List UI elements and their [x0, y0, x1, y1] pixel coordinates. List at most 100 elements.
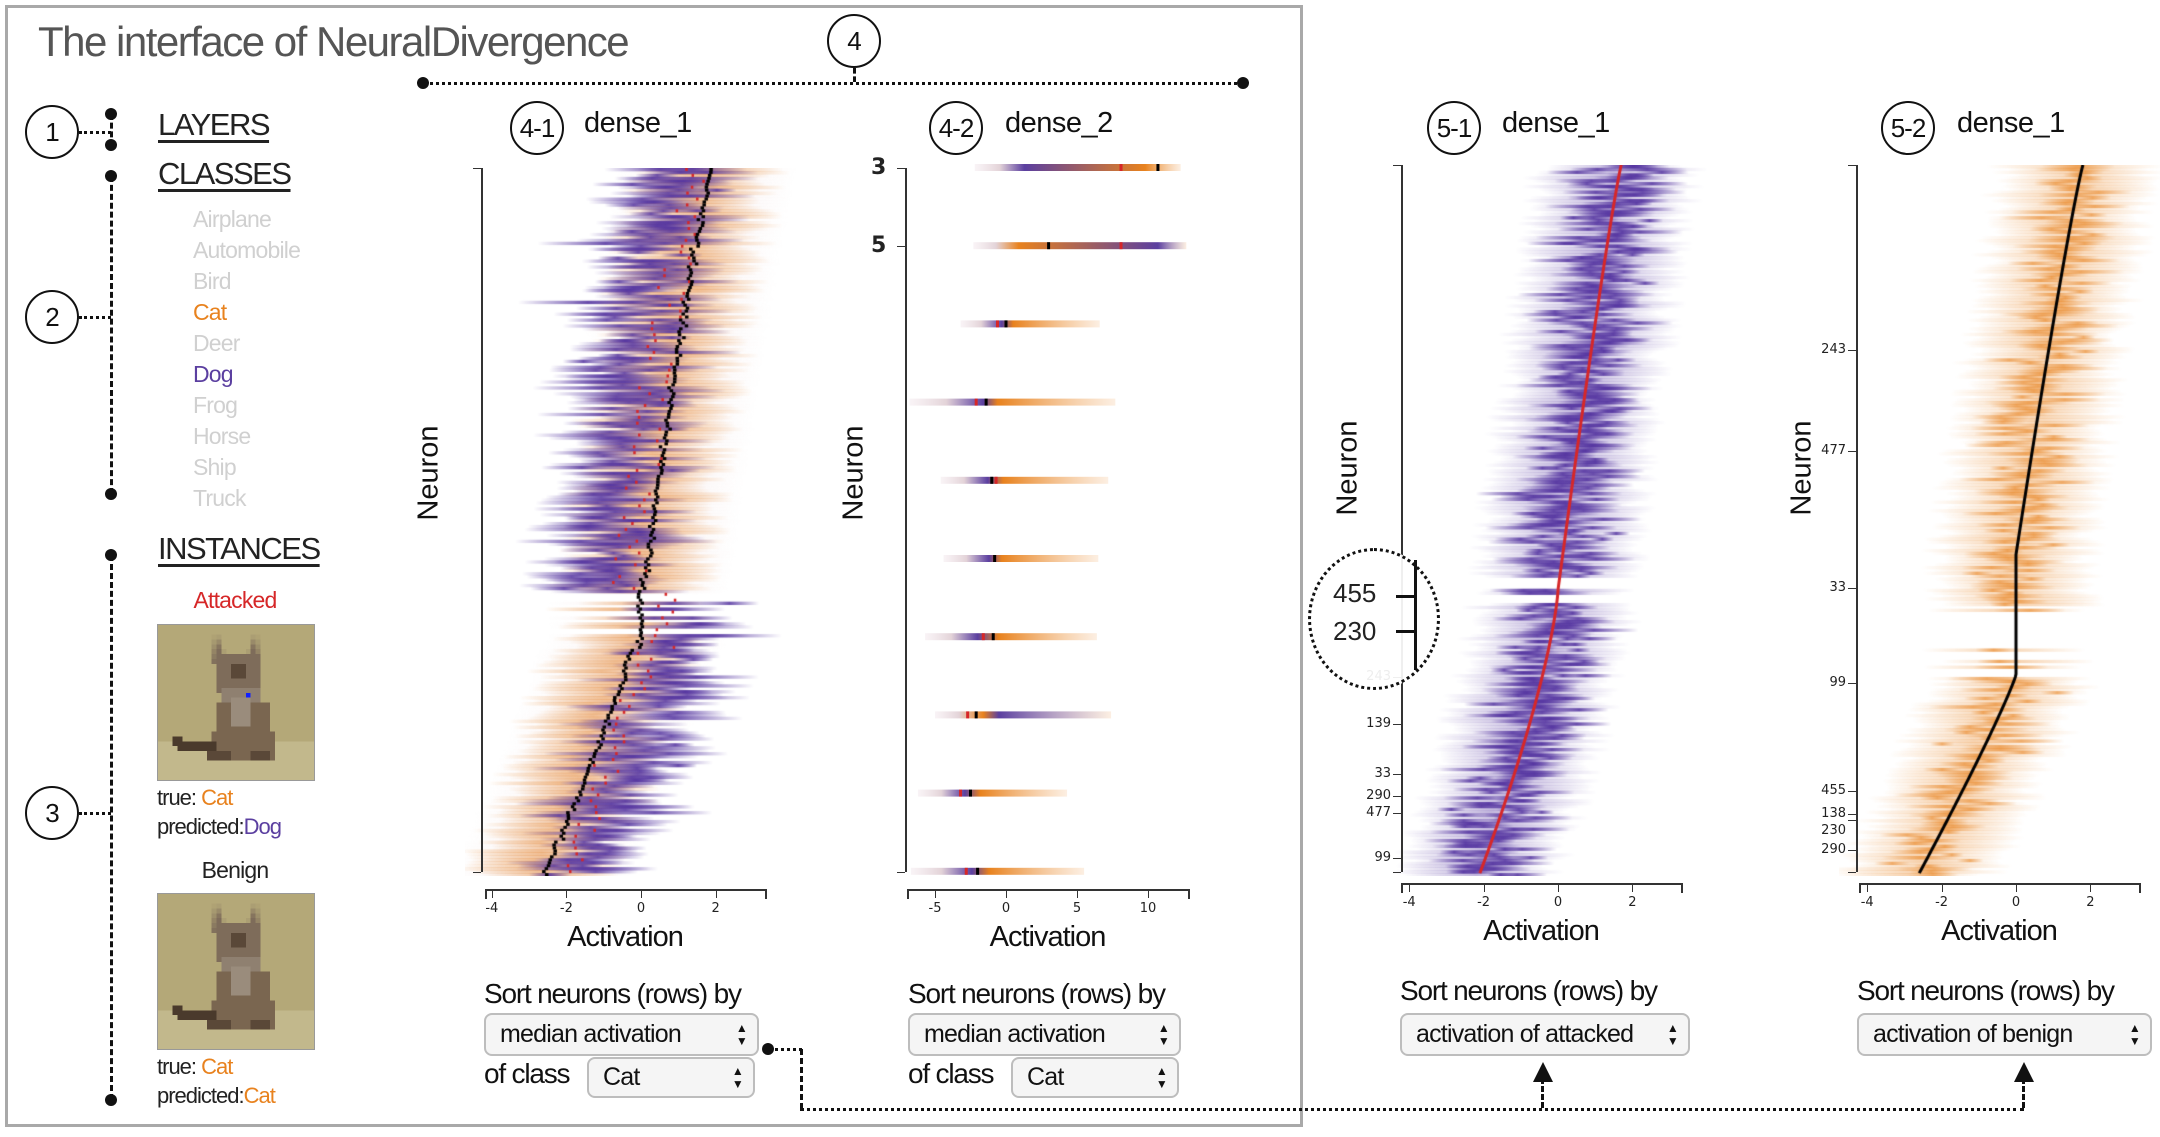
x-axis-tick [1859, 883, 1861, 893]
app-window-frame [5, 5, 1303, 1127]
sort-by-select[interactable]: activation of attacked ▲ ▼ [1400, 1013, 1690, 1056]
annotation-dot [105, 139, 117, 151]
neuron-distribution-row [974, 164, 1181, 171]
y-axis-tick [897, 168, 905, 169]
y-axis-tick [1848, 682, 1856, 684]
attacked-marker [1119, 164, 1123, 171]
x-axis-tick [715, 889, 717, 898]
x-tick-label: -4 [485, 901, 499, 916]
y-tick-label: 3 [871, 155, 887, 180]
class-item-frog[interactable]: Frog [193, 392, 238, 418]
x-tick-label: 0 [2011, 895, 2021, 910]
benign-instance-image[interactable] [157, 893, 315, 1050]
y-tick-label: 33 [1829, 579, 1846, 595]
y-tick-label: 99 [1829, 674, 1846, 690]
annotation-connector [79, 812, 111, 815]
x-tick-label: 0 [1001, 901, 1011, 916]
y-axis-tick [1848, 819, 1856, 821]
neuron-distribution-row [910, 867, 1085, 875]
x-tick-label: -5 [928, 901, 942, 916]
attacked-instance-image[interactable] [157, 624, 315, 781]
page-title: The interface of NeuralDivergence [38, 18, 630, 65]
y-axis [1856, 165, 1858, 872]
annotation-bracket-1 [110, 114, 113, 146]
x-axis [907, 889, 1188, 891]
annotation-connector [79, 131, 111, 134]
x-axis-label: Activation [989, 921, 1107, 953]
y-axis-tick [1393, 812, 1401, 814]
view-title: dense_2 [1005, 107, 1113, 139]
x-axis-tick [2139, 883, 2141, 893]
y-axis-tick [1393, 165, 1401, 166]
median-marker [1156, 164, 1160, 171]
select-updown-icon: ▲ ▼ [731, 1063, 744, 1091]
x-axis [1859, 883, 2139, 885]
attacked-true-row: true: Cat [157, 785, 233, 811]
select-updown-icon: ▲ ▼ [735, 1020, 748, 1048]
class-item-automobile[interactable]: Automobile [193, 237, 301, 263]
callout-tick [1396, 595, 1414, 598]
y-axis-tick [1848, 350, 1856, 352]
callout-axis [1414, 560, 1417, 670]
sort-by-value: median activation [924, 1020, 1106, 1048]
annotation-dot [105, 488, 117, 500]
true-label: true: [157, 785, 197, 810]
neuron-distribution-row [935, 711, 1112, 719]
attacked-marker [966, 711, 970, 719]
x-axis-tick [491, 889, 493, 898]
class-item-bird[interactable]: Bird [193, 268, 231, 294]
view-badge-4-2: 4-2 [929, 101, 983, 155]
class-label: of class [908, 1058, 995, 1089]
y-tick-label: 290 [1366, 788, 1391, 804]
sort-label: Sort neurons (rows) by [1400, 975, 1658, 1006]
class-item-cat[interactable]: Cat [193, 299, 227, 325]
neuron-distribution-row [909, 398, 1116, 406]
attacked-sorted-heatmap [1381, 165, 1721, 876]
x-axis-label: Activation [1483, 915, 1600, 947]
x-axis-tick [566, 889, 568, 898]
x-tick-label: 2 [711, 901, 720, 916]
x-tick-label: -4 [1402, 895, 1416, 910]
class-item-truck[interactable]: Truck [193, 485, 246, 511]
sort-by-select[interactable]: activation of benign ▲ ▼ [1857, 1013, 2152, 1056]
y-axis-tick [1393, 796, 1401, 798]
y-tick-label: 139 [1366, 716, 1391, 732]
neuron-distribution-row [960, 320, 1100, 328]
sort-by-select[interactable]: median activation ▲ ▼ [908, 1013, 1181, 1056]
y-axis-tick [1848, 790, 1856, 792]
class-item-ship[interactable]: Ship [193, 454, 237, 480]
y-tick-label: 230 [1821, 823, 1846, 838]
x-axis-tick [1006, 889, 1007, 898]
class-item-dog[interactable]: Dog [193, 361, 234, 387]
median-marker [974, 711, 978, 719]
predicted-label: predicted: [157, 1083, 245, 1108]
median-marker [1004, 320, 1008, 328]
x-tick-label: 5 [1072, 901, 1082, 916]
y-tick-label: 5 [871, 233, 887, 259]
class-item-airplane[interactable]: Airplane [193, 206, 272, 232]
class-select[interactable]: Cat ▲ ▼ [587, 1057, 755, 1098]
select-updown-icon: ▲ ▼ [2128, 1020, 2141, 1048]
view-title: dense_1 [1957, 107, 2065, 139]
x-axis-tick [1681, 883, 1683, 893]
x-axis-tick [1632, 883, 1634, 892]
attacked-label: Attacked [193, 587, 277, 613]
median-marker [984, 398, 988, 406]
class-item-deer[interactable]: Deer [193, 330, 240, 356]
class-item-horse[interactable]: Horse [193, 423, 251, 449]
x-axis-label: Activation [567, 921, 684, 953]
layers-heading[interactable]: LAYERS [158, 107, 271, 142]
x-tick-label: 0 [636, 901, 646, 916]
y-tick-label: 138 [1821, 806, 1846, 821]
classes-heading: CLASSES [158, 156, 292, 191]
x-axis-tick [765, 889, 767, 899]
annotation-badge-1: 1 [25, 105, 79, 159]
sort-by-select[interactable]: median activation ▲ ▼ [484, 1013, 759, 1056]
attacked-marker [981, 633, 985, 641]
annotation-dot [417, 77, 429, 89]
x-tick-label: -2 [1935, 895, 1949, 910]
zoom-callout [1308, 548, 1440, 690]
annotation-badge-2: 2 [25, 290, 79, 344]
y-axis-tick [1848, 587, 1856, 589]
class-select[interactable]: Cat ▲ ▼ [1011, 1057, 1179, 1098]
